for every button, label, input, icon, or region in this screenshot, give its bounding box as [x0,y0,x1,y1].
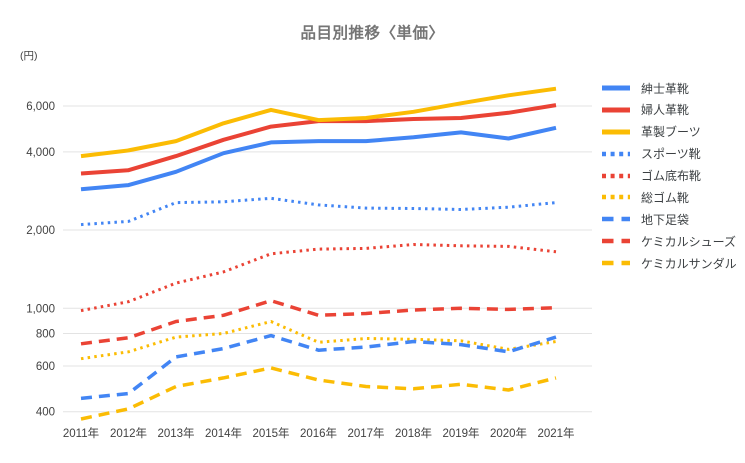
x-axis-label: 2014年 [205,426,242,440]
legend-label: 紳士革靴 [641,81,690,96]
y-axis-tick-label: 2,000 [26,225,55,237]
x-axis-label: 2019年 [442,426,479,440]
legend: 紳士革靴婦人革靴革製ブーツスポーツ靴ゴム底布靴総ゴム靴地下足袋ケミカルシューズケ… [602,82,737,279]
legend-item-5[interactable]: 総ゴム靴 [602,190,737,205]
y-axis-tick-label: 400 [36,407,55,419]
legend-label: ケミカルシューズ [641,234,737,249]
x-axis-label: 2013年 [157,426,194,440]
legend-item-6[interactable]: 地下足袋 [602,212,737,227]
legend-label: 地下足袋 [641,212,690,227]
legend-item-8[interactable]: ケミカルサンダル [602,256,737,271]
y-axis-tick-label: 800 [36,328,55,340]
x-axis-label: 2020年 [490,426,527,440]
y-axis-tick-label: 600 [36,361,55,373]
legend-item-2[interactable]: 革製ブーツ [602,125,737,140]
x-axis-label: 2016年 [300,426,337,440]
legend-label: 婦人革靴 [641,103,690,118]
legend-item-1[interactable]: 婦人革靴 [602,103,737,118]
series-line-6[interactable] [80,333,557,401]
legend-swatch-solid-icon [602,107,630,113]
chart-title: 品目別推移〈単価〉 [300,25,445,42]
legend-label: ケミカルサンダル [641,256,737,271]
series-line-0[interactable] [80,125,557,192]
legend-swatch-dashed-icon [602,217,630,222]
y-axis-tick-label: 6,000 [26,101,55,113]
y-axis-unit-label: (円) [20,50,38,62]
series-line-4[interactable] [80,243,557,313]
legend-swatch-dotted-icon [602,195,630,200]
x-axis-label: 2018年 [395,426,432,440]
series-line-5[interactable] [80,320,557,361]
legend-swatch-dotted-icon [602,151,630,156]
legend-label: ゴム底布靴 [641,169,702,184]
x-axis-label: 2015年 [252,426,289,440]
x-axis-label: 2011年 [63,426,99,440]
legend-swatch-solid-icon [602,85,630,91]
y-axis-tick-label: 4,000 [26,147,55,159]
legend-label: 革製ブーツ [641,125,701,140]
legend-swatch-dashed-icon [602,260,630,266]
legend-swatch-dashed-icon [602,238,630,244]
legend-swatch-dotted-icon [602,173,630,178]
series-line-7[interactable] [80,298,557,346]
series-line-2[interactable] [80,86,557,159]
x-axis-label: 2021年 [537,426,574,440]
legend-item-3[interactable]: スポーツ靴 [602,147,737,162]
legend-label: 総ゴム靴 [641,190,690,205]
y-axis-tick-label: 1,000 [26,303,55,315]
legend-label: スポーツ靴 [641,147,701,162]
x-axis-label: 2017年 [347,426,384,440]
legend-item-7[interactable]: ケミカルシューズ [602,234,737,249]
legend-item-0[interactable]: 紳士革靴 [602,81,737,96]
series-line-3[interactable] [80,196,557,227]
series-line-8[interactable] [80,366,557,421]
x-axis-label: 2012年 [110,426,147,440]
legend-item-4[interactable]: ゴム底布靴 [602,169,737,184]
legend-swatch-solid-icon [602,129,630,135]
